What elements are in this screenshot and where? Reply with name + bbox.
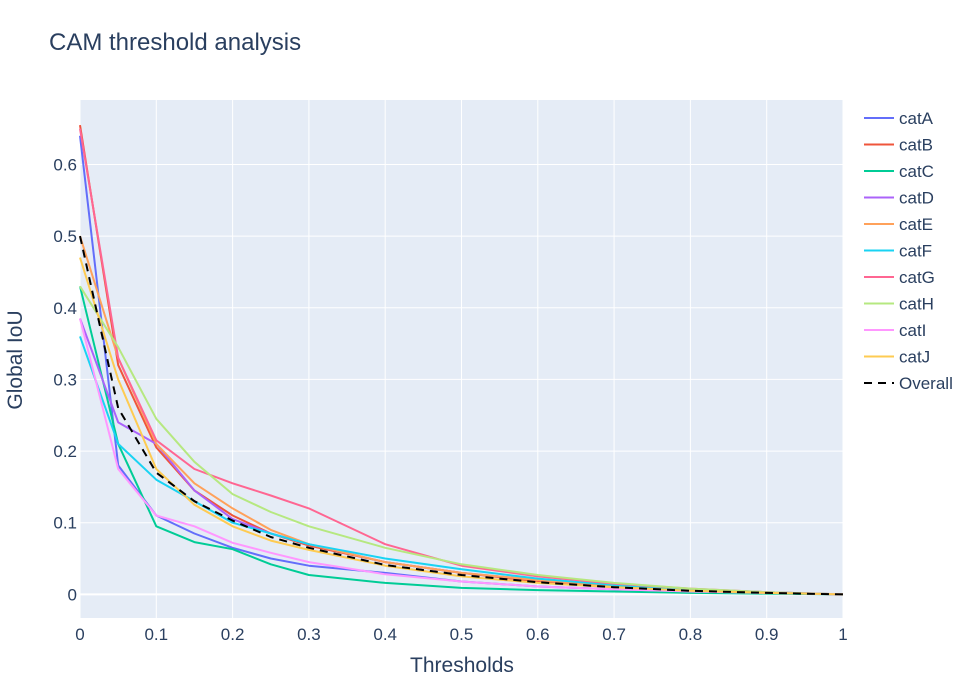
legend-label: catC (899, 162, 934, 181)
legend-label: catE (899, 215, 933, 234)
series-line-catc (79, 286, 844, 596)
x-tick-label: 0.2 (221, 625, 245, 644)
legend-item-cate[interactable]: catE (864, 215, 933, 234)
x-tick-label: 0.1 (144, 625, 168, 644)
x-axis-title: Thresholds (410, 654, 514, 677)
legend-label: catD (899, 189, 934, 208)
legend-item-catd[interactable]: catD (864, 189, 934, 208)
x-tick-label: 0.8 (679, 625, 703, 644)
x-tick-label: 0.3 (297, 625, 321, 644)
y-tick-label: 0.2 (53, 442, 77, 461)
y-tick-label: 0.6 (53, 155, 77, 174)
series-layer (79, 124, 844, 596)
legend-item-catc[interactable]: catC (864, 162, 934, 181)
legend-label: catJ (899, 348, 930, 367)
legend-item-cath[interactable]: catH (864, 295, 934, 314)
legend-label: catB (899, 136, 933, 155)
legend-item-catf[interactable]: catF (864, 242, 932, 261)
legend-label: Overall (899, 374, 953, 393)
series-line-cath (79, 285, 844, 596)
legend-item-overall[interactable]: Overall (864, 374, 953, 393)
y-tick-label: 0.1 (53, 514, 77, 533)
y-tick-label: 0.5 (53, 227, 77, 246)
y-tick-label: 0.4 (53, 299, 77, 318)
legend-label: catG (899, 268, 935, 287)
y-axis-ticks: 0 0.1 0.2 0.3 0.4 0.5 0.6 (53, 155, 77, 604)
x-tick-label: 0.7 (602, 625, 626, 644)
x-tick-label: 0.4 (373, 625, 397, 644)
legend-item-cati[interactable]: catI (864, 321, 926, 340)
legend-item-catj[interactable]: catJ (864, 348, 930, 367)
x-tick-label: 0.6 (526, 625, 550, 644)
legend[interactable]: catA catB catC catD catE catF catG catH catI catJ… (864, 109, 953, 393)
x-axis-ticks: 0 0.1 0.2 0.3 0.4 0.5 0.6 0.7 0.8 0.9 1 (75, 625, 847, 644)
series-line-catj (79, 257, 844, 596)
x-tick-label: 1 (838, 625, 847, 644)
x-tick-label: 0.5 (450, 625, 474, 644)
legend-label: catF (899, 242, 932, 261)
y-axis-title: Global IoU (4, 310, 27, 409)
legend-label: catH (899, 295, 934, 314)
x-tick-label: 0 (75, 625, 84, 644)
y-tick-label: 0.3 (53, 370, 77, 389)
legend-label: catA (899, 109, 934, 128)
x-tick-label: 0.9 (755, 625, 779, 644)
legend-item-cata[interactable]: catA (864, 109, 934, 128)
grid (79, 100, 844, 618)
series-line-overall (79, 235, 844, 596)
chart-title: CAM threshold analysis (49, 29, 301, 56)
legend-item-catg[interactable]: catG (864, 268, 935, 287)
legend-item-catb[interactable]: catB (864, 136, 933, 155)
y-tick-label: 0 (68, 585, 77, 604)
legend-label: catI (899, 321, 926, 340)
